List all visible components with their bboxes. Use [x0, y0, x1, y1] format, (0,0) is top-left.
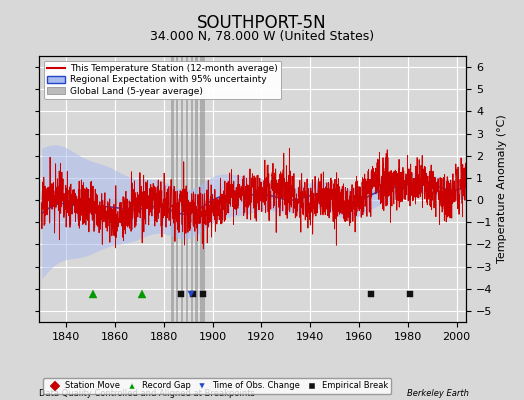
Bar [171, 56, 173, 322]
Bar [185, 56, 188, 322]
Bar [191, 56, 193, 322]
Legend: This Temperature Station (12-month average), Regional Expectation with 95% uncer: This Temperature Station (12-month avera… [44, 60, 281, 99]
Text: 34.000 N, 78.000 W (United States): 34.000 N, 78.000 W (United States) [150, 30, 374, 43]
Legend: Station Move, Record Gap, Time of Obs. Change, Empirical Break: Station Move, Record Gap, Time of Obs. C… [43, 378, 391, 394]
Bar [181, 56, 183, 322]
Text: Data Quality Controlled and Aligned at Breakpoints: Data Quality Controlled and Aligned at B… [39, 389, 255, 398]
Bar [200, 56, 205, 322]
Bar [176, 56, 178, 322]
Text: SOUTHPORT-5N: SOUTHPORT-5N [197, 14, 327, 32]
Text: Berkeley Earth: Berkeley Earth [407, 389, 469, 398]
Y-axis label: Temperature Anomaly (°C): Temperature Anomaly (°C) [497, 115, 507, 263]
Bar [195, 56, 198, 322]
